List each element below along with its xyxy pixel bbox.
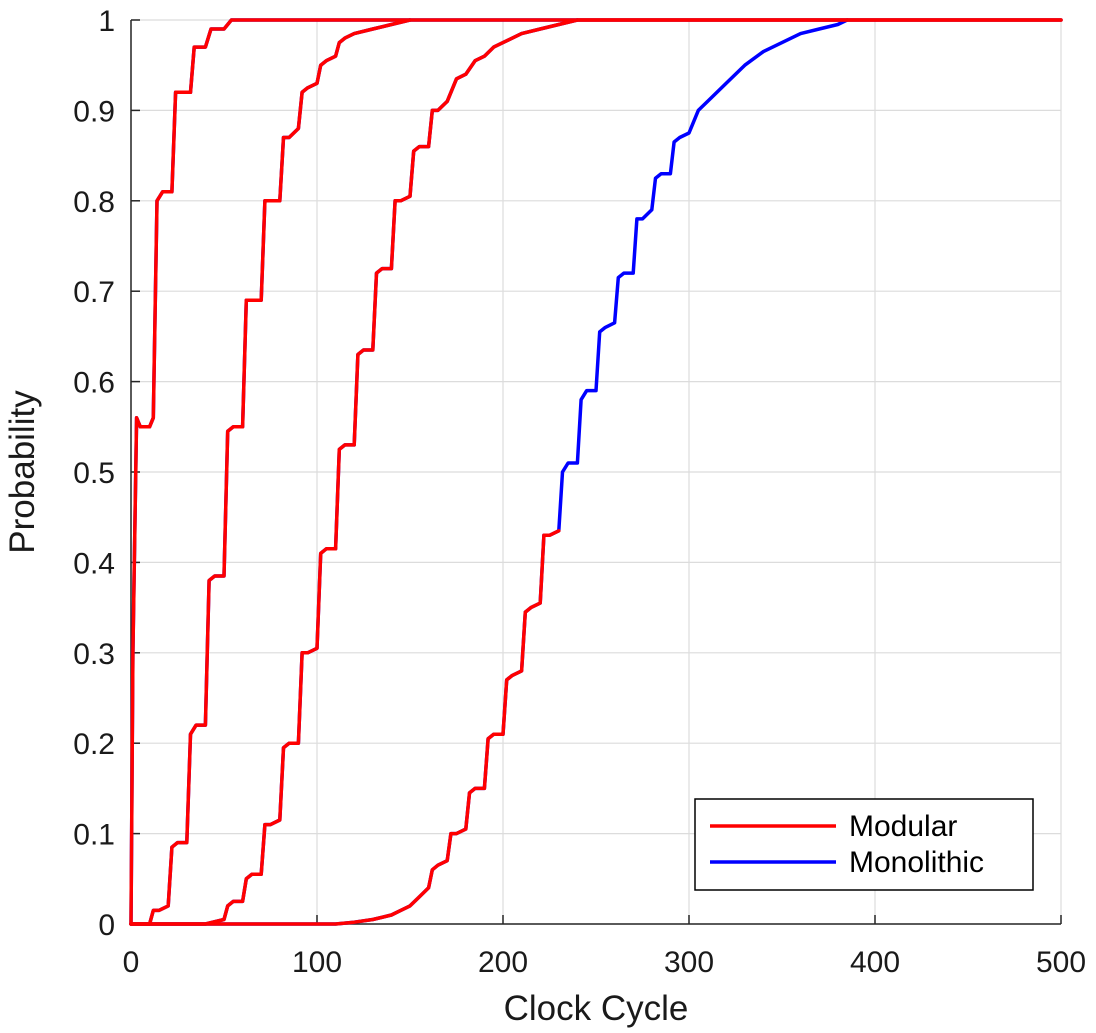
x-tick-label: 400 [850,946,900,979]
y-tick-label: 0.7 [73,276,115,309]
y-tick-labels: 0 0.1 0.2 0.3 0.4 0.5 0.6 0.7 0.8 0.9 1 [73,5,115,942]
x-tick-label: 100 [292,946,342,979]
x-tick-labels: 0 100 200 300 400 500 [123,946,1086,979]
series-lines [129,18,1063,926]
grid-lines [130,19,1062,925]
series-line-modular-3 [129,18,1063,926]
y-tick-label: 0.9 [73,95,115,128]
y-tick-label: 0 [98,909,115,942]
y-axis-label: Probability [3,390,42,554]
y-tick-label: 0.4 [73,547,115,580]
legend: Modular Monolithic [694,798,1034,891]
y-tick-label: 1 [98,5,115,38]
legend-label-modular: Modular [849,810,957,843]
x-axis-label: Clock Cycle [504,989,689,1028]
x-tick-label: 500 [1036,946,1086,979]
y-tick-label: 0.8 [73,186,115,219]
legend-label-monolithic: Monolithic [849,846,984,879]
y-tick-label: 0.2 [73,728,115,761]
x-tick-label: 200 [478,946,528,979]
y-tick-label: 0.6 [73,367,115,400]
x-tick-label: 300 [664,946,714,979]
x-tick-label: 0 [123,946,140,979]
y-tick-label: 0.3 [73,638,115,671]
series-line-modular-4 [129,529,561,926]
y-tick-label: 0.1 [73,819,115,852]
series-line-modular-2 [129,18,412,926]
legend-box [694,798,1034,891]
y-tick-label: 0.5 [73,457,115,490]
series-line-modular-1 [129,18,1063,926]
